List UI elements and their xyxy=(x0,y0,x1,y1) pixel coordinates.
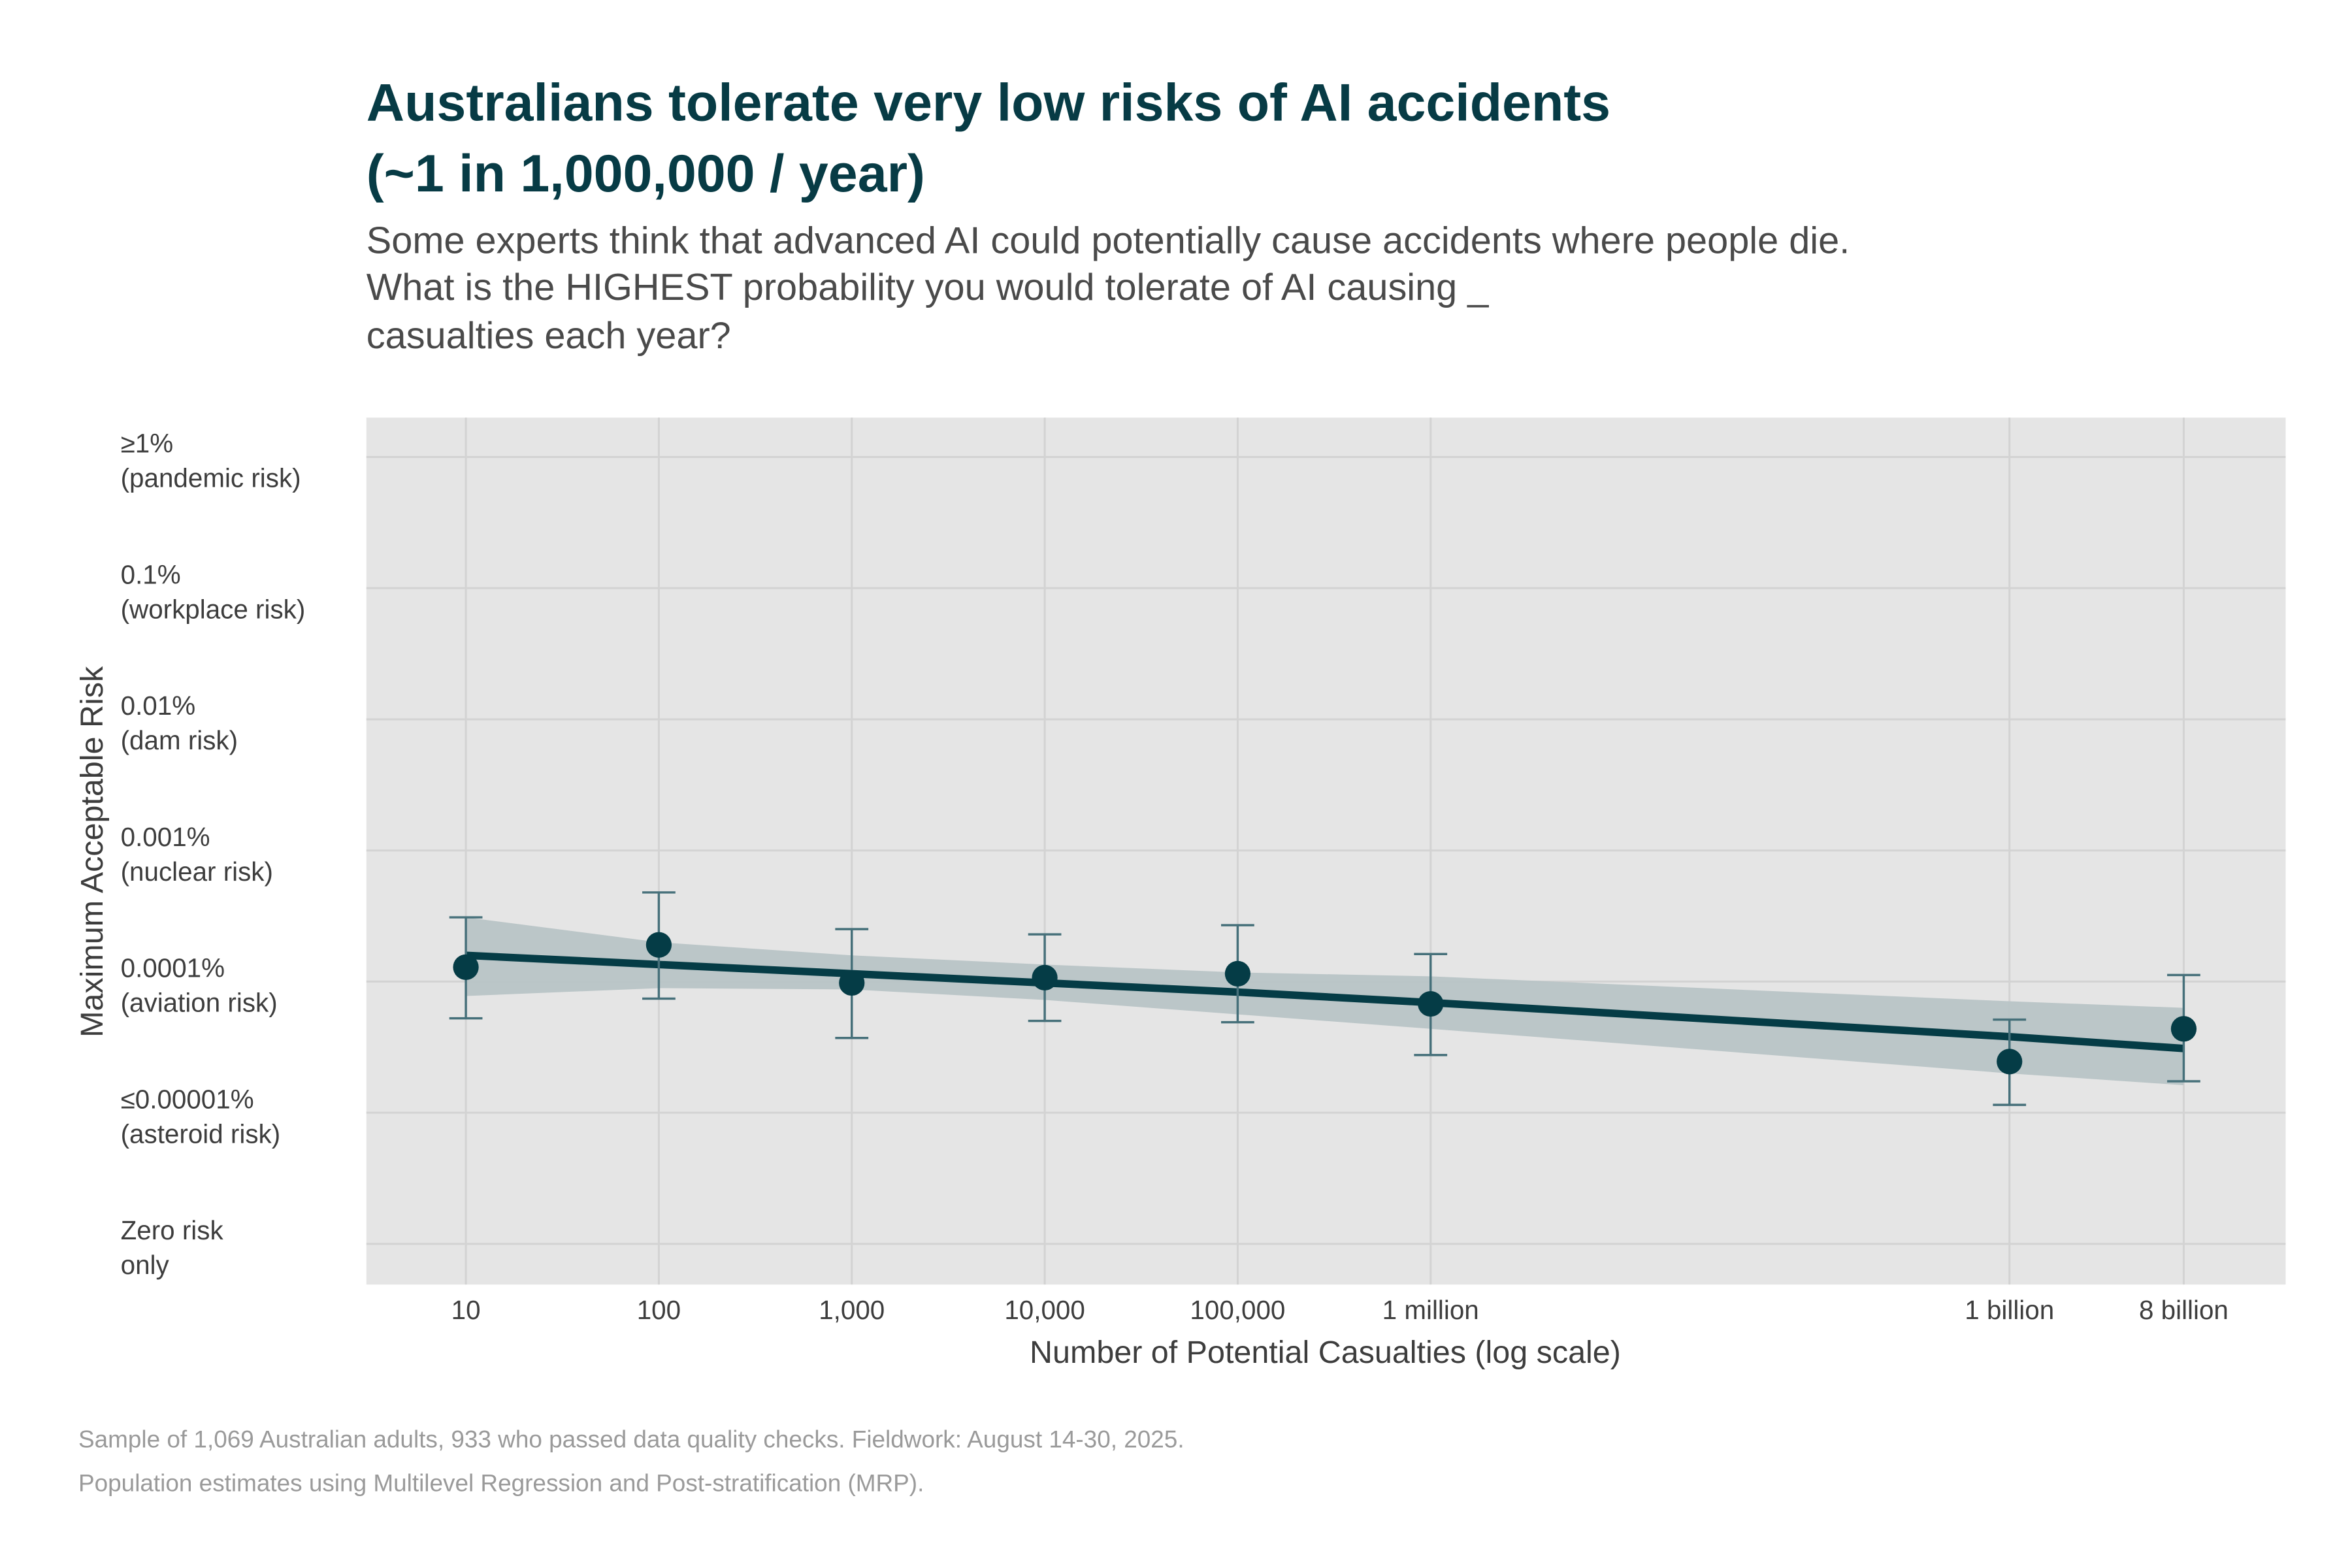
y-axis-title: Maximum Acceptable Risk xyxy=(74,666,110,1037)
y-tick-label: (asteroid risk) xyxy=(121,1119,281,1149)
y-tick-label: (workplace risk) xyxy=(121,594,306,624)
data-point xyxy=(453,954,479,980)
data-point xyxy=(1997,1049,2023,1075)
x-tick-label: 1 billion xyxy=(1965,1295,2054,1325)
x-tick-label: 1 million xyxy=(1382,1295,1479,1325)
y-tick-label: (nuclear risk) xyxy=(121,857,273,887)
x-tick-label: 8 billion xyxy=(2139,1295,2229,1325)
data-point xyxy=(2170,1016,2197,1042)
y-tick-label: 0.0001% xyxy=(121,953,225,983)
gridlines xyxy=(366,417,2286,1285)
data-point xyxy=(839,970,865,996)
y-tick-label: (dam risk) xyxy=(121,725,238,755)
chart-subtitle-line-2: What is the HIGHEST probability you woul… xyxy=(367,267,1490,308)
data-points xyxy=(453,932,2197,1075)
caption-line-1: Sample of 1,069 Australian adults, 933 w… xyxy=(78,1426,1184,1452)
y-tick-label: 0.1% xyxy=(121,559,181,589)
y-tick-label: Zero risk xyxy=(121,1215,224,1245)
y-tick-label: ≤0.00001% xyxy=(121,1084,254,1114)
fit-line-group xyxy=(465,951,2184,1053)
chart-subtitle-line-3: casualties each year? xyxy=(367,315,731,357)
y-tick-label: 0.01% xyxy=(121,691,195,721)
chart-subtitle-line-1: Some experts think that advanced AI coul… xyxy=(367,220,1850,262)
data-point xyxy=(1032,964,1058,991)
x-tick-label: 10 xyxy=(451,1295,481,1325)
x-tick-label: 1,000 xyxy=(819,1295,885,1325)
error-bars xyxy=(449,891,2200,1106)
y-tick-label: only xyxy=(121,1250,170,1280)
data-point xyxy=(645,932,672,958)
y-tick-label: (aviation risk) xyxy=(121,988,278,1018)
y-tick-label: (pandemic risk) xyxy=(121,463,301,493)
x-axis-title: Number of Potential Casualties (log scal… xyxy=(1030,1335,1621,1370)
confidence-band-area xyxy=(466,917,2184,1086)
x-tick-label: 100 xyxy=(637,1295,681,1325)
confidence-band xyxy=(466,917,2184,1086)
data-point xyxy=(1418,990,1444,1017)
fit-line xyxy=(465,951,2184,1053)
x-tick-labels: 10 100 1,000 10,000 100,000 1 million 1 billio… xyxy=(451,1295,2229,1325)
y-tick-labels: ≥1% (pandemic risk) 0.1% (workplace risk) 0.… xyxy=(121,429,306,1281)
y-tick-label: ≥1% xyxy=(121,429,174,459)
data-point xyxy=(1224,960,1251,987)
chart-title-line-2: (~1 in 1,000,000 / year) xyxy=(367,144,925,203)
y-tick-label: 0.001% xyxy=(121,822,210,852)
x-tick-label: 100,000 xyxy=(1190,1295,1285,1325)
chart-title-line-1: Australians tolerate very low risks of A… xyxy=(367,74,1610,133)
x-tick-label: 10,000 xyxy=(1004,1295,1085,1325)
caption-line-2: Population estimates using Multilevel Re… xyxy=(78,1469,924,1496)
